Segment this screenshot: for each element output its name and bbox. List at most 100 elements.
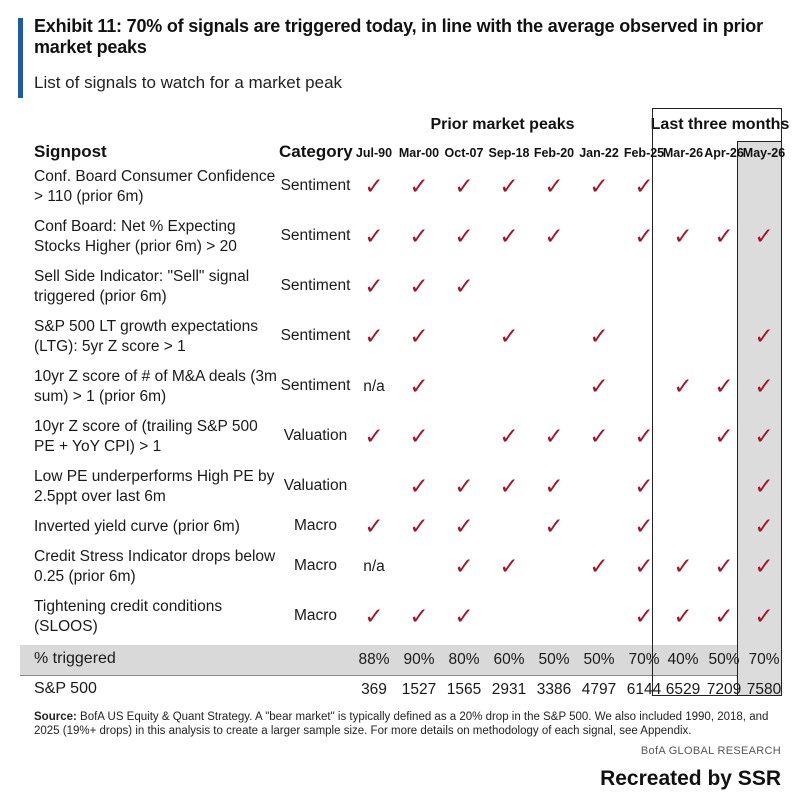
- not-available-mark: n/a: [363, 378, 385, 395]
- check-mark-icon: ✓: [409, 224, 429, 250]
- sp500-value: 6529: [665, 681, 701, 698]
- check-mark-icon: ✓: [589, 324, 609, 350]
- date-column-header: Feb-25: [623, 146, 665, 160]
- exhibit-subtitle: List of signals to watch for a market pe…: [34, 73, 343, 92]
- check-mark-icon: ✓: [634, 554, 654, 580]
- summary-divider: [20, 675, 782, 676]
- check-mark-icon: ✓: [364, 604, 384, 630]
- check-mark-icon: ✓: [754, 554, 774, 580]
- check-mark-icon: ✓: [544, 514, 564, 540]
- signal-category: Valuation: [283, 477, 348, 494]
- pct-triggered-value: 90%: [403, 651, 435, 668]
- check-mark-icon: ✓: [409, 604, 429, 630]
- pct-triggered-value: 40%: [667, 651, 699, 668]
- check-mark-icon: ✓: [364, 514, 384, 540]
- current-month-frame: [737, 141, 782, 696]
- signal-label: Sell Side Indicator: "Sell" signal trigg…: [34, 268, 250, 305]
- check-mark-icon: ✓: [409, 324, 429, 350]
- check-mark-icon: ✓: [673, 224, 693, 250]
- signal-category: Macro: [293, 517, 338, 534]
- check-mark-icon: ✓: [499, 224, 519, 250]
- pct-triggered-band: [20, 645, 782, 675]
- check-mark-icon: ✓: [754, 424, 774, 450]
- sp500-value: 4797: [581, 681, 617, 698]
- date-column-header: Jul-90: [355, 146, 393, 160]
- check-mark-icon: ✓: [454, 474, 474, 500]
- check-mark-icon: ✓: [364, 224, 384, 250]
- signal-label: Conf Board: Net % Expecting Stocks Highe…: [34, 218, 237, 255]
- title-accent-bar: [18, 18, 23, 98]
- prior-peaks-heading: Prior market peaks: [430, 116, 575, 133]
- date-column-header: May-26: [742, 146, 786, 160]
- check-mark-icon: ✓: [409, 174, 429, 200]
- check-mark-icon: ✓: [364, 324, 384, 350]
- date-column-header: Jan-22: [579, 146, 619, 160]
- check-mark-icon: ✓: [754, 324, 774, 350]
- signal-label: Inverted yield curve (prior 6m): [34, 518, 240, 535]
- category-column-header: Category: [279, 142, 353, 161]
- signal-category: Valuation: [283, 427, 348, 444]
- sp500-value: 7209: [706, 681, 742, 698]
- check-mark-icon: ✓: [634, 474, 654, 500]
- check-mark-icon: ✓: [454, 274, 474, 300]
- check-mark-icon: ✓: [499, 424, 519, 450]
- check-mark-icon: ✓: [454, 514, 474, 540]
- sp500-value: 1527: [401, 681, 437, 698]
- check-mark-icon: ✓: [634, 514, 654, 540]
- check-mark-icon: ✓: [673, 604, 693, 630]
- check-mark-icon: ✓: [544, 174, 564, 200]
- check-mark-icon: ✓: [364, 424, 384, 450]
- pct-triggered-value: 50%: [583, 651, 615, 668]
- check-mark-icon: ✓: [499, 554, 519, 580]
- signal-label: 10yr Z score of (trailing S&P 500 PE + Y…: [34, 418, 258, 455]
- recreated-credit: Recreated by SSR: [600, 767, 781, 790]
- check-mark-icon: ✓: [454, 554, 474, 580]
- signal-category: Sentiment: [280, 177, 351, 194]
- check-mark-icon: ✓: [673, 554, 693, 580]
- check-mark-icon: ✓: [364, 274, 384, 300]
- check-mark-icon: ✓: [714, 424, 734, 450]
- signal-category: Sentiment: [280, 327, 351, 344]
- check-mark-icon: ✓: [634, 424, 654, 450]
- pct-triggered-value: 60%: [493, 651, 525, 668]
- check-mark-icon: ✓: [409, 274, 429, 300]
- last-three-months-heading: Last three months: [650, 116, 790, 133]
- pct-triggered-value: 50%: [708, 651, 740, 668]
- source-text: BofA US Equity & Quant Strategy. A "bear…: [34, 711, 769, 737]
- sp500-label: S&P 500: [34, 680, 97, 697]
- sp500-value: 7580: [746, 681, 782, 698]
- signal-category: Macro: [293, 557, 338, 574]
- check-mark-icon: ✓: [714, 374, 734, 400]
- signal-label: Conf. Board Consumer Confidence > 110 (p…: [34, 168, 276, 205]
- pct-triggered-value: 80%: [448, 651, 480, 668]
- date-column-header: Oct-07: [444, 146, 484, 160]
- check-mark-icon: ✓: [589, 374, 609, 400]
- check-mark-icon: ✓: [544, 224, 564, 250]
- check-mark-icon: ✓: [364, 174, 384, 200]
- exhibit-title: Exhibit 11: 70% of signals are triggered…: [34, 16, 763, 57]
- check-mark-icon: ✓: [634, 604, 654, 630]
- source-label: Source:: [34, 711, 77, 723]
- current-month-shade: [737, 141, 781, 696]
- check-mark-icon: ✓: [714, 554, 734, 580]
- check-mark-icon: ✓: [673, 374, 693, 400]
- check-mark-icon: ✓: [409, 424, 429, 450]
- date-column-header: Apr-26: [704, 146, 744, 160]
- check-mark-icon: ✓: [409, 474, 429, 500]
- check-mark-icon: ✓: [714, 224, 734, 250]
- sp500-value: 2931: [491, 681, 527, 698]
- check-mark-icon: ✓: [544, 424, 564, 450]
- signal-label: Low PE underperforms High PE by 2.5ppt o…: [34, 468, 275, 505]
- check-mark-icon: ✓: [499, 324, 519, 350]
- signal-label: Credit Stress Indicator drops below 0.25…: [34, 548, 276, 585]
- check-mark-icon: ✓: [499, 174, 519, 200]
- check-mark-icon: ✓: [499, 474, 519, 500]
- signal-label: Tightening credit conditions (SLOOS): [34, 598, 223, 635]
- check-mark-icon: ✓: [634, 174, 654, 200]
- pct-triggered-value: 70%: [748, 651, 780, 668]
- check-mark-icon: ✓: [754, 514, 774, 540]
- date-column-header: Feb-20: [533, 146, 575, 160]
- check-mark-icon: ✓: [409, 374, 429, 400]
- signal-label: S&P 500 LT growth expectations (LTG): 5y…: [34, 318, 259, 355]
- brand-label: BofA GLOBAL RESEARCH: [640, 745, 781, 757]
